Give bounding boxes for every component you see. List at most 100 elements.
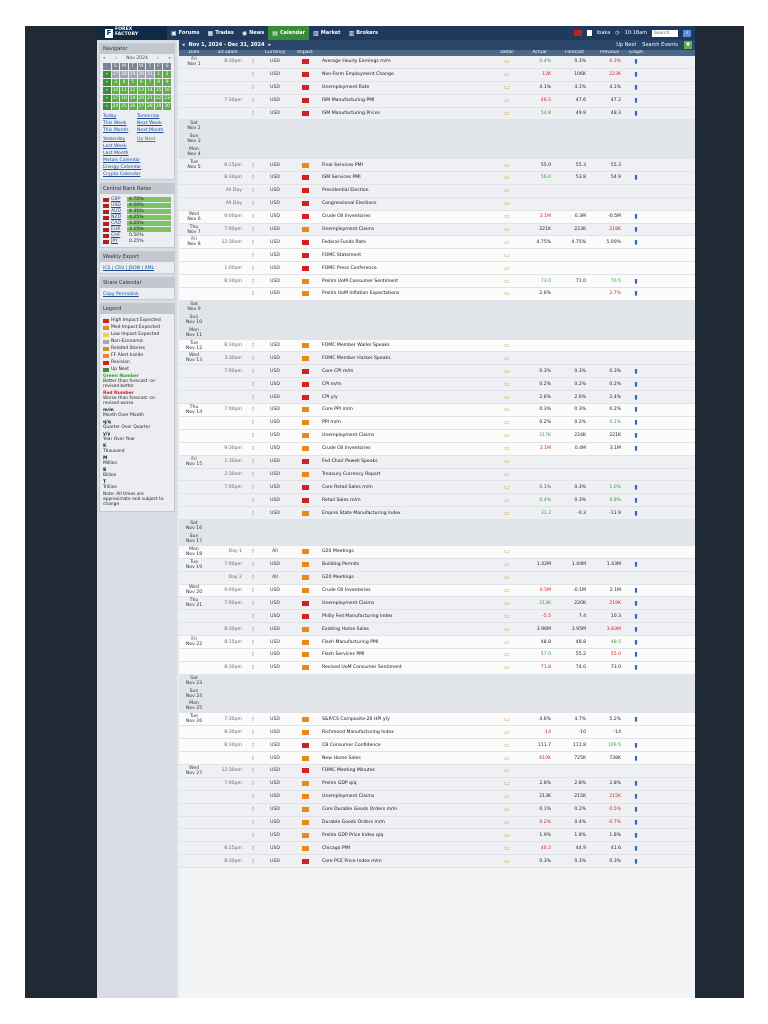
graph-icon[interactable]: ▮ (634, 612, 638, 620)
row-event[interactable]: Crude Oil Inventories (322, 214, 371, 220)
rate-currency[interactable]: JPY (111, 239, 118, 244)
detail-folder-icon[interactable]: ▭ (504, 161, 510, 169)
event-row[interactable]: ▯ USD Unemployment Claims ▭ 213K 215K 215K ▮ (179, 790, 695, 804)
site-logo[interactable]: F FOREX FACTORY (97, 26, 167, 40)
calendar-day[interactable]: 5 (128, 79, 137, 86)
row-event[interactable]: Prelim UoM Inflation Expectations (322, 291, 400, 297)
week-select-button[interactable]: » (103, 79, 111, 86)
event-row[interactable]: Wed Nov 20 9:00pm ▯ USD Crude Oil Inventories… (179, 584, 695, 598)
graph-icon[interactable]: ▮ (634, 857, 638, 865)
alert-bell-icon[interactable]: ▯ (251, 845, 255, 851)
event-row[interactable]: 8:30pm ▯ USD ISM Services PMI ▭ 56.0 53.8 54.9 ▮ (179, 172, 695, 185)
graph-icon[interactable]: ▮ (634, 393, 638, 401)
calendar-day[interactable]: 12 (128, 87, 137, 94)
alert-bell-icon[interactable]: ▯ (251, 471, 255, 477)
event-row[interactable]: ▯ USD Philly Fed Manufacturing Index ▭ -5.5 7… (179, 610, 695, 624)
row-event[interactable]: New Home Sales (322, 755, 361, 761)
filter-icon[interactable]: ▼ (684, 41, 692, 49)
row-event[interactable]: CPI y/y (322, 394, 338, 400)
row-event[interactable]: Richmond Manufacturing Index (322, 729, 394, 735)
alert-bell-icon[interactable]: ▯ (251, 214, 255, 220)
alert-bell-icon[interactable]: ▯ (251, 201, 255, 207)
detail-folder-icon[interactable]: ▭ (504, 419, 510, 427)
alert-bell-icon[interactable]: ▯ (251, 484, 255, 490)
rate-currency[interactable]: NZD (111, 215, 122, 220)
week-select-button[interactable]: » (103, 87, 111, 94)
event-row[interactable]: 8:30pm ▯ USD Prelim UoM Consumer Sentiment ▭… (179, 275, 695, 289)
row-event[interactable]: Flash Manufacturing PMI (322, 639, 379, 645)
rate-currency[interactable]: CAD (111, 221, 121, 226)
row-event[interactable]: Congressional Elections (322, 201, 377, 207)
event-row[interactable]: ▯ USD Prelim UoM Inflation Expectations ▭ 2.… (179, 288, 695, 301)
user-avatar[interactable] (586, 30, 592, 36)
detail-folder-icon[interactable]: ▭ (504, 561, 510, 569)
detail-folder-icon[interactable]: ▭ (504, 844, 510, 852)
detail-folder-icon[interactable]: ▭ (504, 213, 510, 221)
alert-bell-icon[interactable]: ▯ (251, 858, 255, 864)
event-row[interactable]: Wed Nov 13 3:30am ▯ USD FOMC Member Harker Sp… (179, 352, 695, 366)
event-row[interactable]: ▯ USD FOMC Statement ▭ (179, 249, 695, 263)
detail-folder-icon[interactable]: ▭ (504, 354, 510, 362)
detail-folder-icon[interactable]: ▭ (504, 728, 510, 736)
detail-folder-icon[interactable]: ▭ (504, 251, 510, 259)
alert-bell-icon[interactable]: ▯ (251, 72, 255, 78)
day-row[interactable]: Sun Nov 10 (179, 313, 695, 327)
alert-bell-icon[interactable]: ▯ (251, 278, 255, 284)
alert-bell-icon[interactable]: ▯ (251, 716, 255, 722)
tab-market[interactable]: ▨ Market (313, 29, 341, 37)
detail-folder-icon[interactable]: ▭ (504, 226, 510, 234)
graph-icon[interactable]: ▮ (634, 561, 638, 569)
alert-bell-icon[interactable]: ▯ (251, 343, 255, 349)
link-this-week[interactable]: This Week (103, 121, 127, 126)
detail-folder-icon[interactable]: ▭ (504, 380, 510, 388)
row-event[interactable]: Unemployment Rate (322, 85, 370, 91)
row-event[interactable]: FOMC Statement (322, 252, 362, 258)
row-event[interactable]: FOMC Meeting Minutes (322, 768, 375, 774)
alert-bell-icon[interactable]: ▯ (251, 781, 255, 787)
calendar-day[interactable]: 28 (146, 103, 154, 110)
event-row[interactable]: ▯ USD PPI m/m ▭ 0.2% 0.2% 0.1% ▮ (179, 416, 695, 430)
alert-bell-icon[interactable]: ▯ (251, 85, 255, 91)
alert-bell-icon[interactable]: ▯ (251, 562, 255, 568)
detail-folder-icon[interactable]: ▭ (504, 264, 510, 272)
day-row[interactable]: Sat Nov 16 (179, 520, 695, 533)
link-this-month[interactable]: This Month (103, 128, 129, 133)
calendar-day[interactable]: 30 (163, 103, 171, 110)
alert-bell-icon[interactable]: ▯ (251, 239, 255, 245)
alert-bell-icon[interactable]: ▯ (251, 394, 255, 400)
row-event[interactable]: Building Permits (322, 562, 360, 568)
event-row[interactable]: 8:30pm ▯ USD Richmond Manufacturing Index ▭ -… (179, 726, 695, 740)
alert-bell-icon[interactable]: ▯ (251, 652, 255, 658)
row-event[interactable]: Prelim GDP Price Index q/q (322, 832, 384, 838)
row-event[interactable]: Philly Fed Manufacturing Index (322, 613, 393, 619)
calendar-day[interactable]: 2 (163, 71, 171, 78)
calendar-day[interactable]: 29 (128, 71, 137, 78)
week-select-button[interactable]: » (103, 103, 111, 110)
alert-bell-icon[interactable]: ▯ (251, 407, 255, 413)
alert-bell-icon[interactable]: ▯ (251, 381, 255, 387)
search-icon[interactable]: ⌕ (683, 29, 691, 37)
row-event[interactable]: Unemployment Claims (322, 433, 375, 439)
alert-bell-icon[interactable]: ▯ (251, 446, 255, 452)
event-row[interactable]: 2:30am ▯ USD Treasury Currency Report ▭ (179, 468, 695, 482)
graph-icon[interactable]: ▮ (634, 432, 638, 440)
calendar-day[interactable]: 18 (120, 95, 128, 102)
graph-icon[interactable]: ▮ (634, 380, 638, 388)
graph-icon[interactable]: ▮ (634, 651, 638, 659)
alert-bell-icon[interactable]: ▯ (251, 111, 255, 116)
row-event[interactable]: Core Retail Sales m/m (322, 484, 373, 490)
row-event[interactable]: Core Durable Goods Orders m/m (322, 807, 398, 813)
event-row[interactable]: Tue Nov 5 8:15pm ▯ USD Final Services PMI ▭ 55.… (179, 159, 695, 173)
detail-folder-icon[interactable]: ▭ (504, 612, 510, 620)
event-row[interactable]: 1:00am ▯ USD FOMC Press Conference ▭ (179, 262, 695, 276)
link-next-week[interactable]: Next Week (137, 121, 162, 126)
event-row[interactable]: ▯ USD Empire State Manufacturing Index ▭ 31.… (179, 507, 695, 521)
alert-bell-icon[interactable]: ▯ (251, 665, 255, 671)
rate-currency[interactable]: USD (111, 203, 121, 208)
calendar-day[interactable]: 4 (120, 79, 128, 86)
row-event[interactable]: ISM Services PMI (322, 175, 361, 181)
calendar-day[interactable]: 24 (111, 103, 120, 110)
detail-folder-icon[interactable]: ▭ (504, 599, 510, 607)
link-today[interactable]: Today (103, 114, 117, 119)
day-row[interactable]: Sun Nov 24 (179, 687, 695, 701)
